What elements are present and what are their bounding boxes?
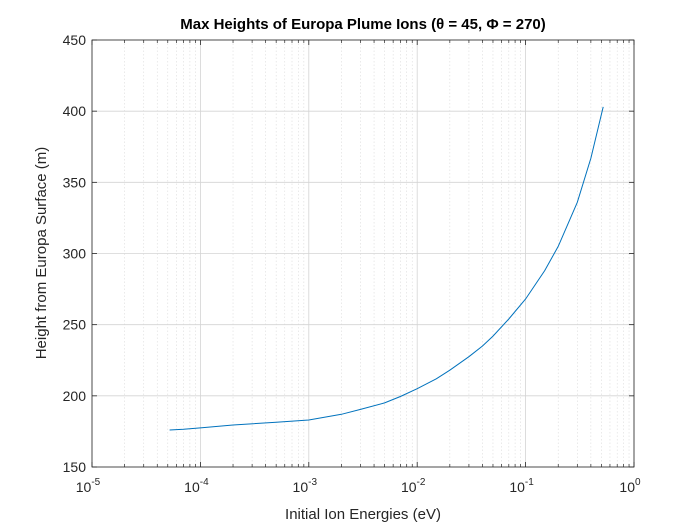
y-tick-label: 350 [63,174,87,190]
x-axis-label: Initial Ion Energies (eV) [285,506,441,523]
x-tick-label: 10-2 [401,477,426,495]
y-axis-label: Height from Europa Surface (m) [33,147,50,360]
series-line [169,106,604,431]
x-tick-label: 10-3 [293,477,318,495]
x-tick-label: 10-1 [509,477,534,495]
y-tick-label: 450 [63,32,87,48]
tick-labels: 10-5 10-4 10-3 10-2 10-1 100 150 200 250 300 350 40… [63,32,641,495]
x-tick-label: 10-4 [184,477,209,495]
y-tick-label: 150 [63,459,87,475]
x-tick-label: 100 [619,477,641,495]
x-tick-label: 10-5 [76,477,101,495]
y-tick-label: 200 [63,388,87,404]
grid [91,39,635,468]
ticks [91,39,635,468]
chart-title: Max Heights of Europa Plume Ions (θ = 45… [180,16,546,33]
y-tick-label: 300 [63,246,87,262]
y-tick-label: 250 [63,317,87,333]
y-tick-label: 400 [63,103,87,119]
